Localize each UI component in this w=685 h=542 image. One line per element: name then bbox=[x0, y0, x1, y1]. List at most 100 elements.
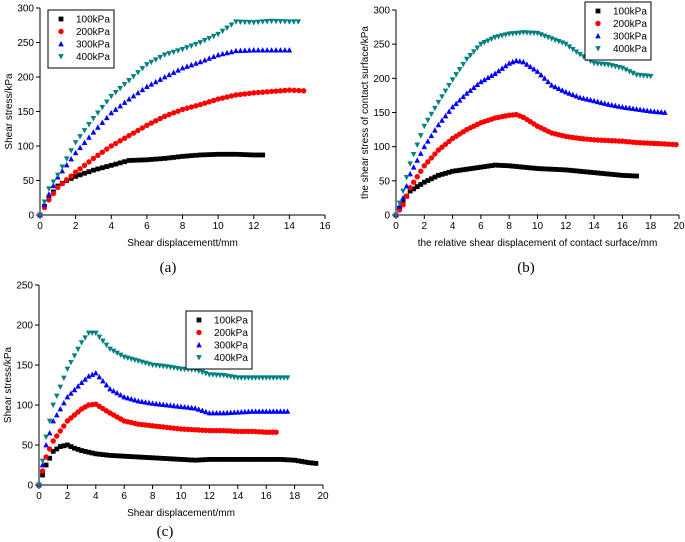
data-point bbox=[110, 348, 117, 354]
data-point bbox=[192, 457, 198, 463]
data-point bbox=[566, 90, 573, 96]
data-point bbox=[534, 30, 541, 37]
data-point bbox=[184, 63, 190, 69]
data-point bbox=[179, 47, 186, 53]
data-point bbox=[403, 182, 410, 189]
data-point bbox=[73, 173, 79, 179]
data-point bbox=[439, 94, 445, 100]
data-point bbox=[548, 36, 555, 42]
data-point bbox=[302, 459, 308, 465]
data-point bbox=[89, 330, 96, 336]
data-point bbox=[61, 375, 67, 381]
data-point bbox=[188, 43, 195, 49]
x-tick-label: 10 bbox=[175, 491, 187, 502]
data-point bbox=[210, 457, 216, 462]
data-point bbox=[72, 169, 79, 175]
x-tick-label: 8 bbox=[180, 221, 186, 232]
x-tick-label: 6 bbox=[121, 491, 127, 502]
data-point bbox=[139, 125, 146, 131]
data-point bbox=[524, 165, 530, 170]
data-point bbox=[184, 153, 190, 159]
data-point bbox=[126, 158, 132, 163]
data-point bbox=[417, 133, 424, 139]
data-point bbox=[286, 19, 293, 25]
data-point bbox=[282, 19, 288, 25]
data-point bbox=[292, 457, 297, 463]
data-point bbox=[96, 334, 103, 340]
data-point bbox=[128, 396, 135, 402]
data-point bbox=[563, 89, 569, 95]
data-point bbox=[418, 182, 424, 187]
data-point bbox=[255, 19, 262, 26]
data-point bbox=[246, 47, 253, 53]
data-point bbox=[609, 171, 615, 177]
data-point bbox=[215, 151, 221, 157]
data-point bbox=[436, 172, 441, 178]
data-point bbox=[488, 72, 495, 78]
data-point bbox=[161, 113, 168, 120]
data-point bbox=[506, 31, 512, 37]
y-tick-label: 200 bbox=[17, 73, 34, 84]
data-point bbox=[237, 19, 244, 25]
data-point bbox=[217, 410, 223, 416]
data-point bbox=[75, 409, 81, 415]
data-point bbox=[121, 394, 127, 400]
data-point bbox=[266, 375, 273, 381]
y-tick-label: 100 bbox=[373, 142, 390, 153]
data-point bbox=[90, 129, 97, 135]
data-point bbox=[140, 157, 145, 163]
data-point bbox=[111, 453, 116, 458]
y-tick-label: 150 bbox=[16, 361, 33, 372]
data-point bbox=[170, 49, 177, 56]
y-tick-label: 0 bbox=[28, 211, 34, 222]
data-point bbox=[446, 169, 452, 175]
data-point bbox=[528, 165, 533, 171]
data-point bbox=[270, 375, 277, 381]
data-point bbox=[608, 101, 615, 108]
data-point bbox=[75, 346, 81, 353]
data-point bbox=[499, 33, 505, 39]
data-point bbox=[552, 37, 558, 44]
data-point bbox=[112, 89, 119, 96]
data-point bbox=[171, 154, 176, 160]
data-point bbox=[139, 454, 145, 460]
data-point bbox=[113, 161, 119, 167]
data-point bbox=[78, 379, 85, 385]
series-400kPa bbox=[37, 18, 302, 218]
data-point bbox=[463, 56, 470, 63]
data-point bbox=[467, 166, 473, 172]
data-point bbox=[63, 156, 70, 162]
data-point bbox=[267, 457, 273, 462]
data-point bbox=[555, 39, 562, 45]
data-point bbox=[242, 152, 248, 158]
data-point bbox=[192, 405, 198, 411]
data-point bbox=[224, 151, 230, 157]
data-point bbox=[259, 89, 266, 95]
data-point bbox=[428, 132, 435, 139]
data-point bbox=[506, 163, 512, 169]
data-point bbox=[538, 166, 544, 172]
data-point bbox=[478, 41, 484, 48]
x-tick-label: 8 bbox=[506, 221, 512, 232]
data-point bbox=[182, 457, 187, 462]
data-point bbox=[175, 456, 180, 462]
data-point bbox=[580, 95, 587, 101]
data-point bbox=[393, 212, 399, 218]
data-point bbox=[153, 156, 159, 162]
data-point bbox=[249, 408, 255, 414]
data-point bbox=[146, 399, 152, 406]
data-point bbox=[59, 164, 66, 170]
data-point bbox=[274, 457, 280, 462]
data-point bbox=[259, 47, 266, 53]
data-point bbox=[65, 442, 70, 448]
data-point bbox=[72, 445, 77, 451]
data-point bbox=[86, 159, 92, 165]
data-point bbox=[605, 101, 612, 107]
data-point bbox=[71, 412, 78, 418]
data-point bbox=[139, 66, 146, 72]
data-point bbox=[197, 152, 203, 158]
data-point bbox=[224, 25, 230, 32]
legend-label: 100kPa bbox=[613, 7, 647, 18]
data-point bbox=[85, 373, 92, 379]
